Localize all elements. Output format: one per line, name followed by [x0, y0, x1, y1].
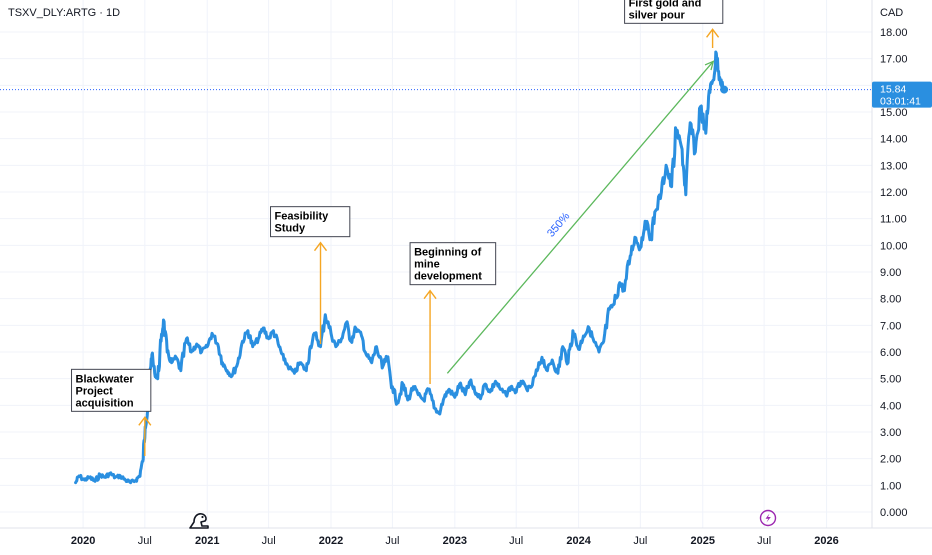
time-axis[interactable]: 2020 Jul 2021 Jul 2022 Jul 2023 Jul 2024 Jul 2025 J…: [71, 535, 839, 547]
annotation-box: [624, 0, 724, 24]
annotation-box: [71, 368, 152, 412]
y-tick-label: 9.00: [880, 267, 901, 279]
annotation-text: Feasibility: [275, 211, 330, 223]
x-tick-label: Jul: [138, 535, 152, 547]
last-price-dot: [720, 85, 729, 94]
annotation-text: development: [414, 271, 482, 283]
price-badge: 15.84 03:01:41: [872, 81, 932, 108]
y-tick-label: 12.00: [880, 187, 908, 199]
x-tick-label: 2023: [443, 535, 467, 547]
annotation-text: First gold and: [629, 0, 702, 9]
x-tick-label: Jul: [262, 535, 276, 547]
annotation-arrow-head: [706, 28, 720, 38]
price-series-line[interactable]: [74, 50, 726, 485]
y-tick-label: 18.00: [880, 27, 908, 39]
growth-arrow-line: [446, 60, 714, 374]
annotation-arrow-head: [313, 241, 328, 252]
y-tick-label: 10.00: [880, 240, 908, 252]
x-tick-label: 2021: [195, 535, 219, 547]
growth-arrow-head: [704, 60, 715, 71]
y-tick-label: 6.00: [880, 347, 901, 359]
x-tick-label: 2022: [319, 535, 343, 547]
y-tick-label: 11.00: [880, 214, 907, 226]
y-tick-label: 14.00: [880, 134, 908, 146]
annotation-text: silver pour: [629, 9, 686, 21]
y-tick-label: 3.00: [880, 427, 901, 439]
price-badge-box: [872, 81, 932, 108]
x-tick-label: Jul: [757, 535, 771, 547]
symbol-label: TSXV_DLY:ARTG · 1D: [8, 7, 120, 19]
tradingview-logo-icon[interactable]: [189, 513, 209, 529]
x-tick-label: Jul: [385, 535, 399, 547]
annotation-box: [270, 206, 351, 238]
annotation-box: [409, 242, 497, 286]
y-tick-label: 2.00: [880, 454, 901, 466]
currency-label: CAD: [880, 7, 903, 19]
price-axis[interactable]: 0.000 1.00 2.00 3.00 4.00 5.00 6.00 7.00 8.00 9.0…: [880, 27, 908, 519]
y-tick-label: 7.00: [880, 320, 901, 332]
x-tick-label: 2024: [566, 535, 591, 547]
annotation-text: Study: [275, 223, 306, 235]
y-tick-label: 15.00: [880, 107, 908, 119]
annotation-text: Beginning of: [414, 247, 482, 259]
annotation-text: Blackwater: [76, 373, 135, 385]
annotation-text: mine: [414, 259, 440, 271]
price-badge-value: 15.84: [880, 84, 906, 96]
x-tick-label: Jul: [633, 535, 647, 547]
y-tick-label: 17.00: [880, 54, 908, 66]
annotation-arrow-head: [138, 416, 152, 426]
y-tick-label: 0.000: [880, 507, 908, 519]
x-tick-label: 2025: [691, 535, 715, 547]
lightning-icon[interactable]: [759, 509, 777, 527]
annotation-arrow-head: [423, 289, 437, 300]
annotation-text: acquisition: [76, 397, 134, 409]
y-tick-label: 1.00: [880, 480, 901, 492]
annotation-text: Project: [76, 385, 114, 397]
y-tick-label: 5.00: [880, 374, 901, 386]
x-tick-label: 2020: [71, 535, 95, 547]
x-tick-label: Jul: [509, 535, 523, 547]
price-badge-countdown: 03:01:41: [880, 96, 921, 108]
y-tick-label: 8.00: [880, 294, 901, 306]
x-tick-label: 2026: [814, 535, 838, 547]
y-tick-label: 13.00: [880, 160, 908, 172]
y-tick-label: 4.00: [880, 400, 901, 412]
